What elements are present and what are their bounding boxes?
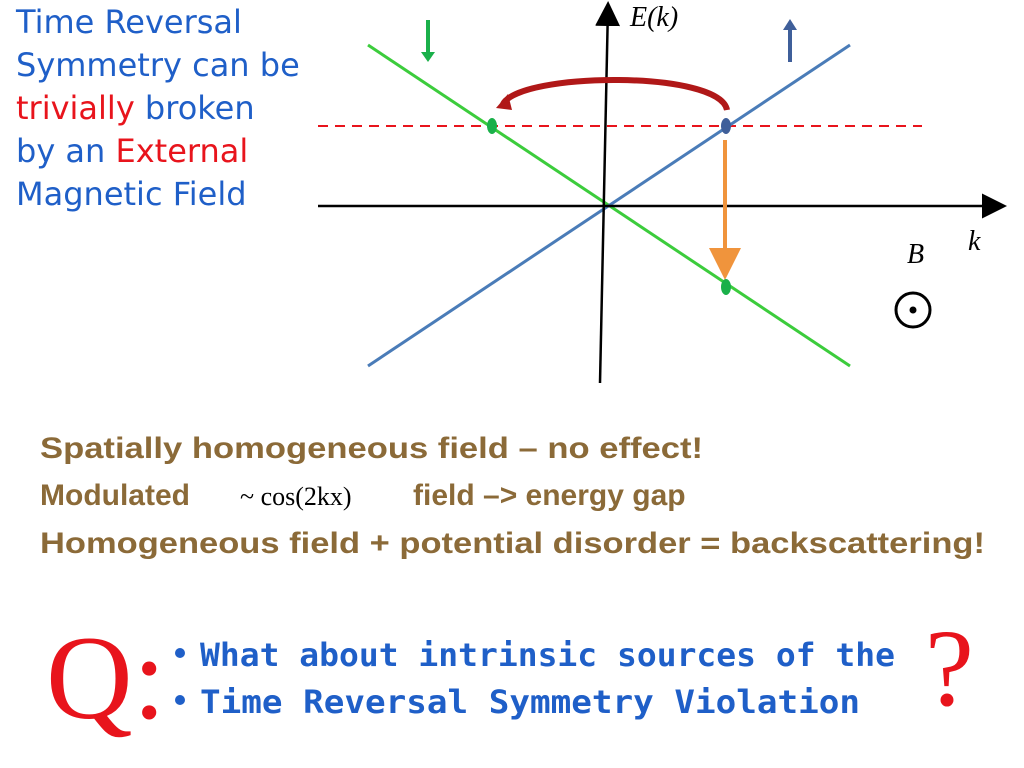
- bullet: [175, 695, 185, 705]
- spin-down-head: [421, 52, 435, 62]
- question-mark: ?: [925, 607, 974, 729]
- bullet: [175, 648, 185, 658]
- question-item: What about intrinsic sources of the: [200, 636, 895, 674]
- diagram: E(k) k B: [318, 1, 1007, 384]
- field-dot: [909, 306, 917, 314]
- x-axis-label: k: [968, 226, 981, 257]
- scatter-arrow: [500, 77, 730, 112]
- statements: Spatially homogeneous field – no effect!…: [40, 432, 985, 560]
- heading-word: by an: [16, 132, 105, 170]
- heading-line: Time Reversal: [15, 3, 242, 41]
- y-axis-label: E(k): [629, 2, 678, 33]
- state-dot: [721, 118, 731, 134]
- question-item: Time Reversal Symmetry Violation: [200, 683, 860, 721]
- scatter-arrowhead: [496, 94, 512, 110]
- field-label: B: [907, 239, 924, 270]
- statement-part: Modulated: [40, 479, 190, 512]
- statement: Homogeneous field + potential disorder =…: [40, 527, 985, 560]
- statement: Spatially homogeneous field – no effect!: [40, 432, 703, 465]
- y-axis: [595, 1, 621, 384]
- statement: Modulated ~ cos(2kx) field –> energy gap: [40, 479, 686, 512]
- heading-word: trivially: [16, 89, 135, 127]
- field-symbol: [894, 291, 932, 329]
- question-label: Q:: [46, 611, 166, 744]
- heading-line: Magnetic Field: [16, 175, 247, 213]
- heading-word: broken: [145, 89, 255, 127]
- state-dot: [487, 118, 497, 134]
- heading-word: External: [115, 132, 248, 170]
- formula: ~ cos(2kx): [240, 482, 352, 511]
- heading-line: by an External: [16, 132, 248, 170]
- question: Q: What about intrinsic sources of the T…: [46, 607, 974, 744]
- heading-line: trivially broken: [16, 89, 255, 127]
- statement-part: field –> energy gap: [413, 479, 686, 512]
- spin-up-head: [783, 19, 797, 30]
- heading-line: Symmetry can be: [16, 46, 300, 84]
- heading: Time Reversal Symmetry can be trivially …: [15, 3, 300, 213]
- state-dot: [721, 279, 731, 295]
